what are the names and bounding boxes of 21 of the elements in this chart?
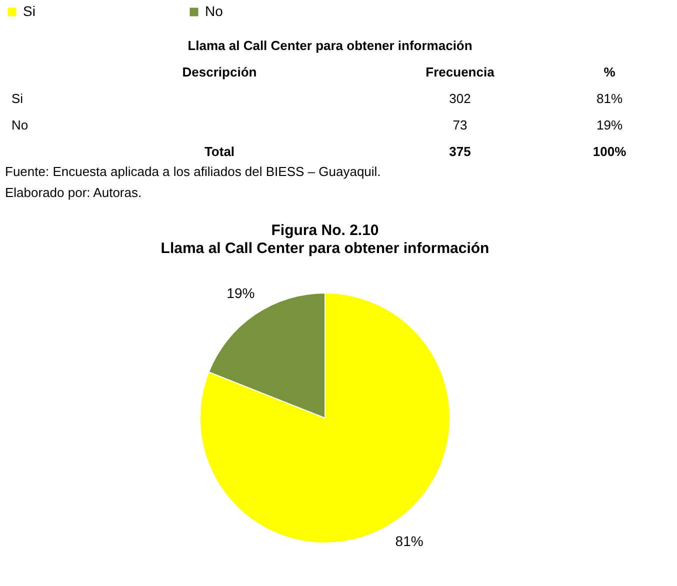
text: No [12,118,28,132]
source-note: Fuente: Encuesta aplicada a los afiliados del BIESS – Guayaquil. [5,164,381,179]
text: 81% [596,90,623,106]
text: Si [12,90,24,106]
text: % [604,64,616,80]
text: Descripción [182,64,257,80]
text: Frecuencia [426,64,496,80]
text: 375 [449,144,471,160]
legend-label: Si [23,3,36,19]
text: 302 [449,90,471,106]
text: Llama al Call Center para obtener información [188,38,472,53]
data-label: 19% [226,284,255,301]
text: Figura No. 2.10 [271,222,379,239]
text: 73 [452,118,468,132]
text: 100% [592,144,627,160]
text: Elaborado por: Autoras. [5,185,142,200]
text: Llama al Call Center para obtener información [160,240,490,257]
text: 19% [596,118,623,132]
data-label: 81% [395,533,424,550]
text: Total [204,144,235,160]
legend-label: No [205,3,224,19]
